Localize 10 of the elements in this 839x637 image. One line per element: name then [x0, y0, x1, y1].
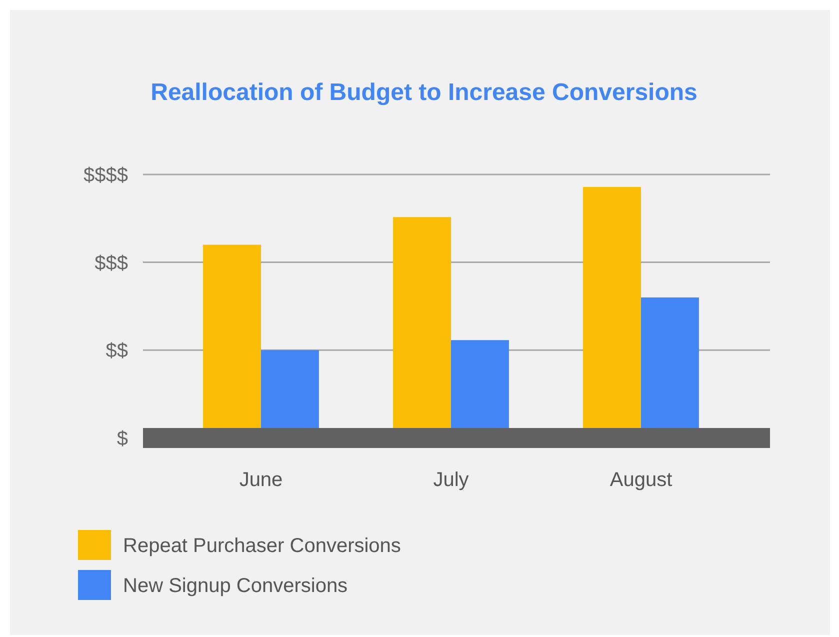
ref-line-label: $$$: [94, 252, 128, 274]
ref-line-label: $$$$: [84, 164, 128, 186]
legend-label: Repeat Purchaser Conversions: [123, 535, 401, 557]
text: $: [116, 428, 128, 450]
legend-label: New Signup Conversions: [123, 575, 348, 597]
chart-title: Reallocation of Budget to Increase Conversions: [150, 79, 698, 106]
ref-line-label: $$: [106, 340, 128, 362]
x-tick-label: June: [239, 469, 283, 491]
x-tick-label: August: [610, 469, 673, 491]
x-tick-label: July: [433, 469, 469, 491]
